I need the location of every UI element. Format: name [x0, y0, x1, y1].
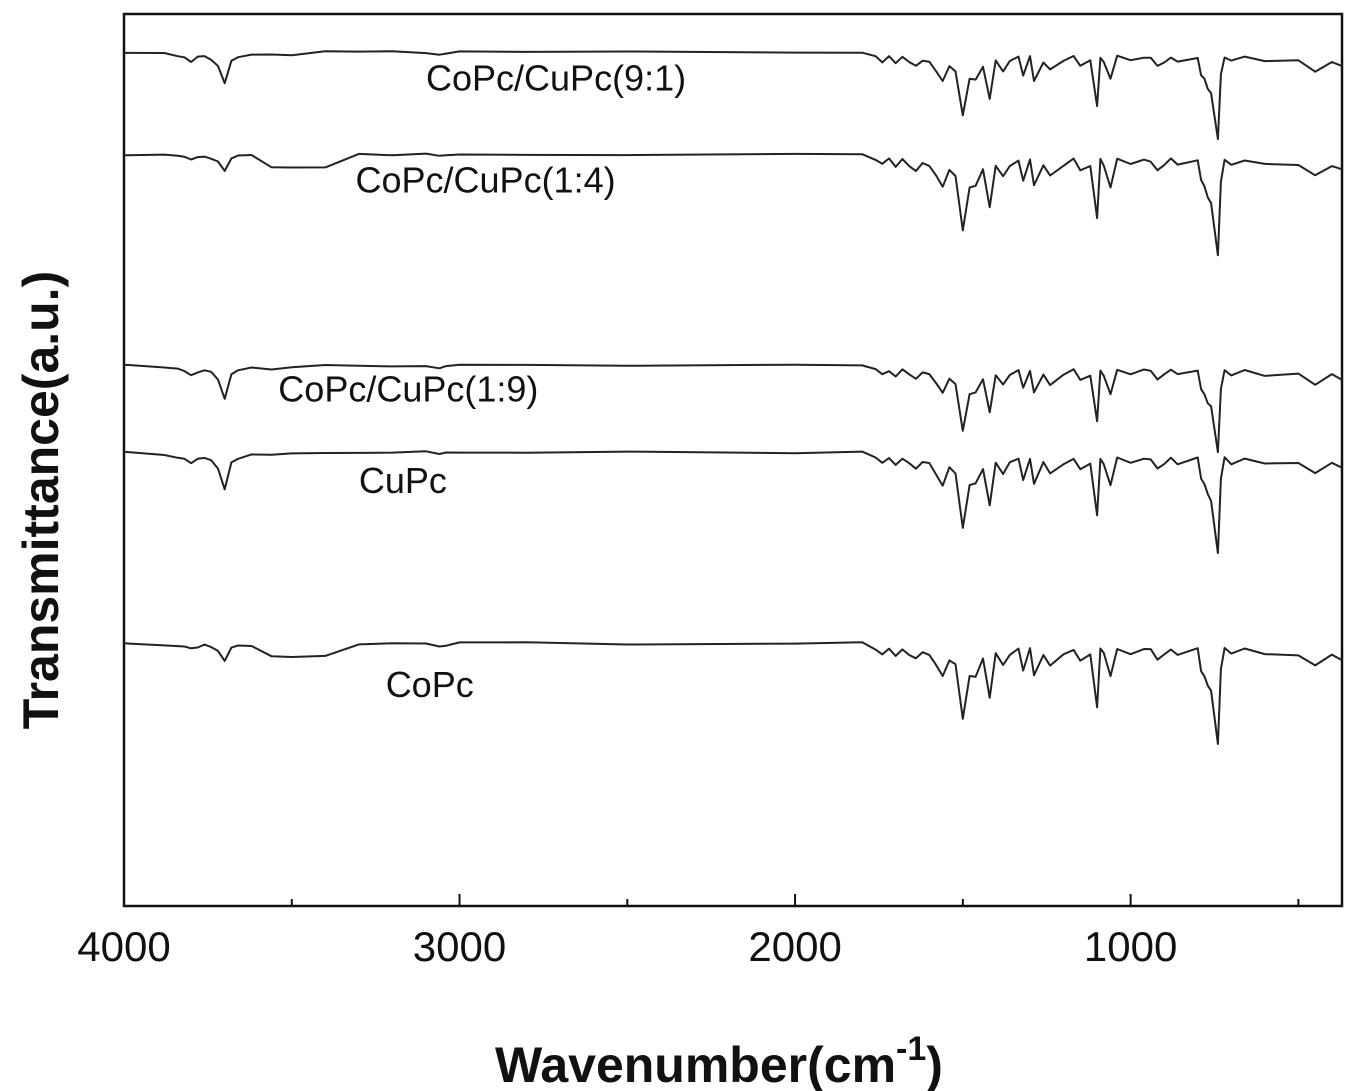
series-line-4 [124, 451, 1342, 553]
x-ticks-group [124, 894, 1298, 906]
series-line-2 [124, 154, 1342, 256]
series-label-5: CoPc [386, 664, 474, 705]
x-tick-label-3000: 3000 [413, 923, 506, 970]
x-tick-label-4000: 4000 [77, 923, 170, 970]
plot-frame [124, 14, 1342, 906]
series-label-1: CoPc/CuPc(9:1) [426, 58, 686, 99]
x-axis-title-main: Wavenumber(cm [495, 1037, 896, 1091]
series-label-3: CoPc/CuPc(1:9) [278, 368, 538, 409]
x-axis-title-sup: -1 [896, 1030, 926, 1068]
x-tick-label-1000: 1000 [1084, 923, 1177, 970]
series-label-4: CuPc [359, 460, 447, 501]
x-axis-title-close: ) [926, 1037, 943, 1091]
series-line-1 [124, 51, 1342, 139]
x-tick-label-2000: 2000 [748, 923, 841, 970]
x-axis-title: Wavenumber(cm-1) [495, 1030, 943, 1091]
series-label-2: CoPc/CuPc(1:4) [356, 159, 616, 200]
series-line-5 [124, 642, 1342, 744]
y-axis-title: Transmittance(a.u.) [13, 271, 69, 729]
x-tick-labels-group: 4000 3000 2000 1000 [77, 923, 1177, 970]
